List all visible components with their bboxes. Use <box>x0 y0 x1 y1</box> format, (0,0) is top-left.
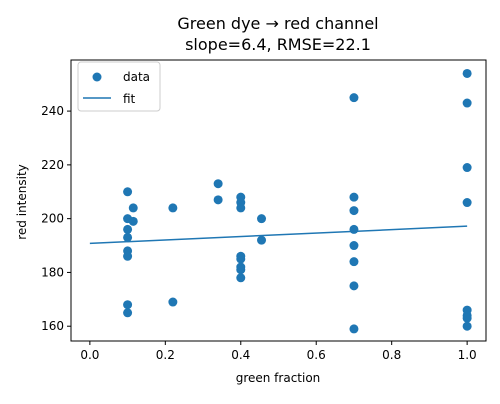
data-point <box>462 321 472 331</box>
data-point <box>349 206 359 216</box>
data-point <box>349 257 359 267</box>
data-point <box>462 198 472 208</box>
data-point <box>462 98 472 108</box>
legend: data fit <box>77 61 161 112</box>
data-point <box>462 68 472 78</box>
data-point <box>168 203 178 213</box>
x-tick-label: 0.2 <box>156 348 175 362</box>
data-point <box>257 235 267 245</box>
legend-data-label: data <box>123 70 150 84</box>
y-tick-label: 220 <box>41 158 64 172</box>
y-tick-label: 180 <box>41 265 64 279</box>
data-point <box>168 297 178 307</box>
data-point <box>462 313 472 323</box>
y-tick-label: 160 <box>41 319 64 333</box>
data-point <box>349 192 359 202</box>
data-point <box>128 203 138 213</box>
data-point <box>123 300 133 310</box>
legend-data-marker <box>92 72 102 82</box>
chart-subtitle: slope=6.4, RMSE=22.1 <box>185 35 371 54</box>
y-tick-label: 200 <box>41 212 64 226</box>
data-point <box>349 324 359 334</box>
data-point <box>349 93 359 103</box>
data-point <box>213 179 223 189</box>
data-point <box>123 224 133 234</box>
data-point <box>123 232 133 242</box>
plot-area <box>70 59 487 342</box>
data-point <box>236 273 246 283</box>
data-point <box>128 216 138 226</box>
data-point <box>349 241 359 251</box>
data-point <box>236 265 246 275</box>
data-point <box>349 224 359 234</box>
data-point <box>213 195 223 205</box>
x-axis-ticks: 0.0 0.2 0.4 0.6 0.8 1.0 <box>80 341 477 362</box>
data-point <box>236 254 246 264</box>
x-tick-label: 0.4 <box>231 348 250 362</box>
y-axis-ticks: 160 180 200 220 240 <box>41 104 71 333</box>
x-tick-label: 0.8 <box>382 348 401 362</box>
y-axis-label: red intensity <box>15 164 29 240</box>
x-tick-label: 1.0 <box>458 348 477 362</box>
x-tick-label: 0.6 <box>307 348 326 362</box>
y-tick-label: 240 <box>41 104 64 118</box>
legend-fit-label: fit <box>123 92 136 106</box>
data-point <box>123 251 133 261</box>
fit-line <box>89 225 468 245</box>
chart-title: Green dye → red channel <box>177 14 378 33</box>
data-point <box>236 203 246 213</box>
data-point <box>462 163 472 173</box>
data-point <box>123 187 133 197</box>
x-tick-label: 0.0 <box>80 348 99 362</box>
x-axis-label: green fraction <box>236 371 321 385</box>
data-point <box>257 214 267 224</box>
plot-frame <box>70 59 487 342</box>
data-point <box>349 281 359 291</box>
data-point <box>123 308 133 318</box>
